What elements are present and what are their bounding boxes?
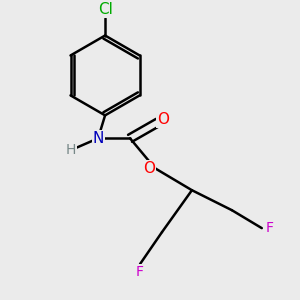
Text: H: H xyxy=(66,143,76,157)
Text: F: F xyxy=(136,265,144,279)
Text: O: O xyxy=(143,161,155,176)
Text: O: O xyxy=(157,112,169,127)
Text: N: N xyxy=(92,131,104,146)
Text: Cl: Cl xyxy=(98,2,112,17)
Text: F: F xyxy=(266,221,274,235)
